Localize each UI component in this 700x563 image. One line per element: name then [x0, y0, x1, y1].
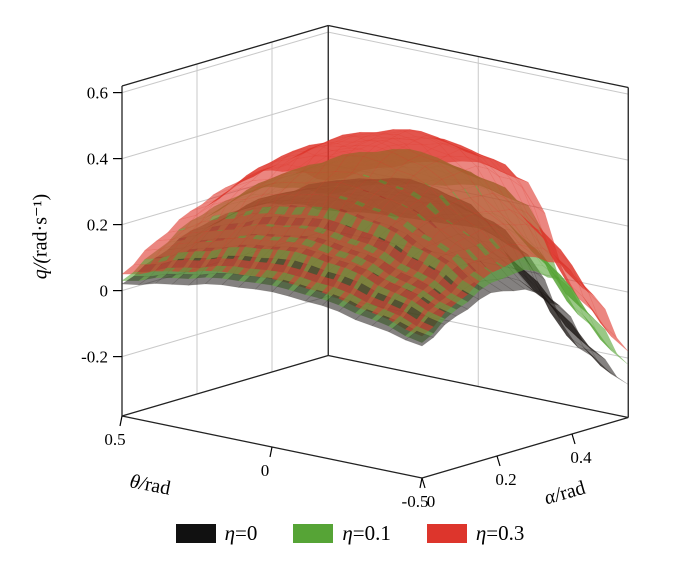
legend-swatch-green — [293, 524, 334, 543]
legend-item: η=0.3 — [426, 521, 525, 546]
legend-swatch-black — [175, 524, 216, 543]
legend-item: η=0.1 — [293, 521, 391, 546]
legend-label: η=0 — [224, 521, 258, 545]
legend-swatch-red — [426, 524, 467, 543]
legend: η=0 η=0.1 η=0.3 — [0, 521, 700, 546]
legend-label: η=0.3 — [475, 521, 525, 545]
legend-item: η=0 — [175, 521, 258, 546]
legend-label: η=0.1 — [342, 521, 391, 545]
